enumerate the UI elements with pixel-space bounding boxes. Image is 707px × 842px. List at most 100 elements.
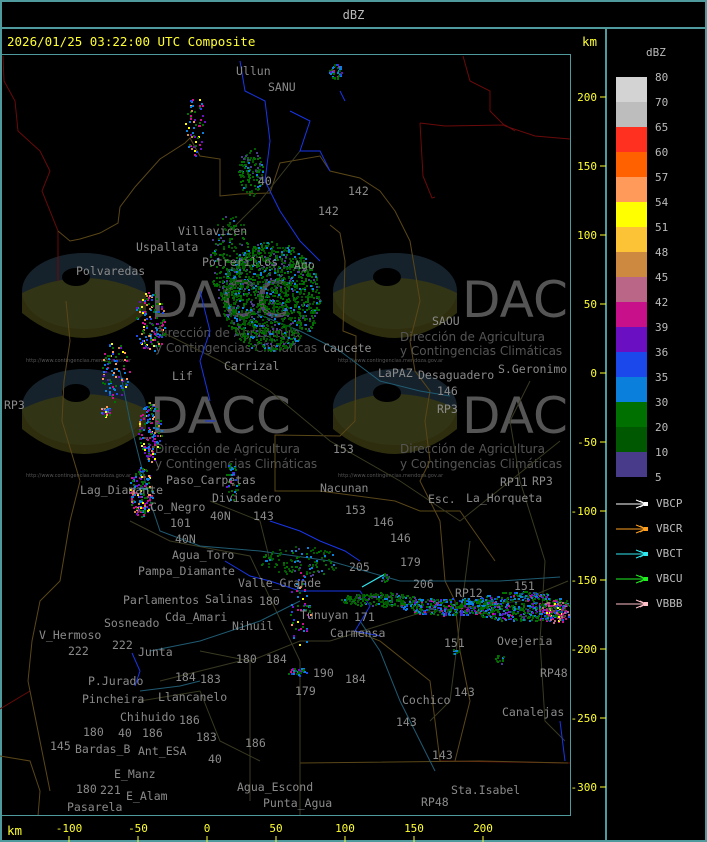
echo-pixel <box>276 306 278 308</box>
echo-pixel <box>230 304 232 306</box>
echo-pixel <box>298 629 300 631</box>
echo-pixel <box>101 408 103 410</box>
echo-pixel <box>525 595 527 597</box>
echo-pixel <box>523 610 525 612</box>
echo-pixel <box>152 415 154 417</box>
echo-pixel <box>306 605 308 607</box>
echo-pixel <box>309 275 311 277</box>
echo-pixel <box>250 157 252 159</box>
echo-pixel <box>277 268 279 270</box>
echo-pixel <box>299 317 301 319</box>
echo-pixel <box>310 311 312 313</box>
echo-pixel <box>304 319 306 321</box>
echo-pixel <box>226 486 228 488</box>
echo-pixel <box>443 599 445 601</box>
echo-pixel <box>139 501 141 503</box>
echo-pixel <box>294 317 296 319</box>
echo-pixel <box>292 569 294 571</box>
echo-pixel <box>226 314 228 316</box>
watermark-logo-text: DACC <box>462 271 571 329</box>
echo-pixel <box>502 592 504 594</box>
echo-pixel <box>245 316 247 318</box>
echo-pixel <box>274 321 276 323</box>
echo-pixel <box>293 343 295 345</box>
echo-pixel <box>239 254 241 256</box>
echo-pixel <box>102 382 104 384</box>
echo-pixel <box>328 559 330 561</box>
legend-level-label: 60 <box>655 146 669 159</box>
echo-pixel <box>161 306 163 308</box>
echo-pixel <box>232 310 234 312</box>
echo-pixel <box>309 320 311 322</box>
echo-pixel <box>286 566 288 568</box>
echo-pixel <box>240 295 242 297</box>
echo-pixel <box>142 507 144 509</box>
echo-pixel <box>148 446 150 448</box>
echo-pixel <box>252 255 254 257</box>
echo-pixel <box>285 571 287 573</box>
echo-pixel <box>268 347 270 349</box>
echo-pixel <box>246 170 248 172</box>
echo-pixel <box>287 290 289 292</box>
echo-pixel <box>301 277 303 279</box>
echo-pixel <box>186 130 188 132</box>
echo-pixel <box>160 420 162 422</box>
echo-pixel <box>339 70 341 72</box>
echo-pixel <box>269 339 271 341</box>
echo-pixel <box>233 225 235 227</box>
echo-pixel <box>298 262 300 264</box>
echo-pixel <box>130 489 132 491</box>
echo-pixel <box>445 612 447 614</box>
echo-pixel <box>306 556 308 558</box>
echo-pixel <box>442 612 444 614</box>
echo-pixel <box>301 553 303 555</box>
echo-pixel <box>287 301 289 303</box>
echo-pixel <box>222 280 224 282</box>
echo-pixel <box>265 340 267 342</box>
echo-pixel <box>272 328 274 330</box>
echo-pixel <box>229 269 231 271</box>
echo-pixel <box>123 365 125 367</box>
echo-pixel <box>366 594 368 596</box>
echo-pixel <box>272 311 274 313</box>
echo-pixel <box>288 245 290 247</box>
echo-pixel <box>274 263 276 265</box>
legend-swatch-60 <box>616 152 647 177</box>
echo-pixel <box>297 340 299 342</box>
echo-pixel <box>283 277 285 279</box>
echo-pixel <box>277 312 279 314</box>
radar-map[interactable]: DACC DACC DACC DACC Dirección de Agricul… <box>0 54 571 816</box>
echo-pixel <box>133 490 135 492</box>
place-label: 40N <box>175 532 196 546</box>
echo-pixel <box>150 341 152 343</box>
echo-pixel <box>298 306 300 308</box>
echo-pixel <box>217 224 219 226</box>
echo-pixel <box>270 343 272 345</box>
echo-pixel <box>136 307 138 309</box>
echo-pixel <box>563 615 565 617</box>
place-label: Chihuido <box>120 710 175 724</box>
echo-pixel <box>251 284 253 286</box>
echo-pixel <box>271 268 273 270</box>
echo-pixel <box>190 118 192 120</box>
watermark-line1: Dirección de Agricultura <box>155 442 300 456</box>
echo-pixel <box>314 312 316 314</box>
place-labels: UllunSANUVillavicenUspallataPolvaredasPo… <box>4 64 568 814</box>
echo-pixel <box>144 449 146 451</box>
echo-pixel <box>138 503 140 505</box>
echo-pixel <box>104 383 106 385</box>
echo-pixel <box>362 600 364 602</box>
echo-pixel <box>129 371 131 373</box>
echo-pixel <box>149 316 151 318</box>
echo-pixel <box>147 421 149 423</box>
echo-pixel <box>212 252 214 254</box>
echo-pixel <box>252 171 254 173</box>
echo-pixel <box>252 279 254 281</box>
echo-pixel <box>132 496 134 498</box>
echo-pixel <box>481 615 483 617</box>
echo-pixel <box>375 604 377 606</box>
echo-pixel <box>151 330 153 332</box>
echo-pixel <box>235 311 237 313</box>
echo-pixel <box>216 266 218 268</box>
echo-pixel <box>152 448 154 450</box>
